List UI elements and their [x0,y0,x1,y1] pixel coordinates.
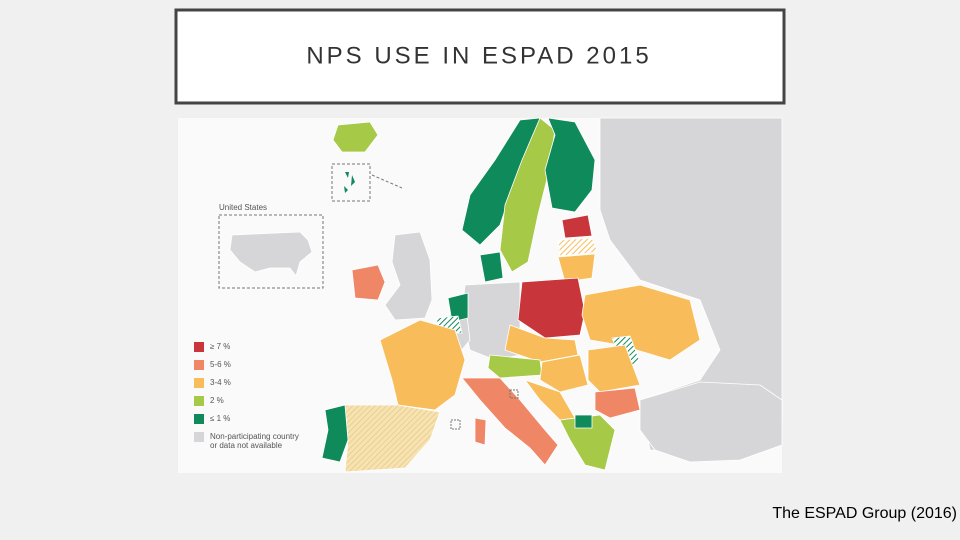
legend-label: 5-6 % [210,360,231,369]
legend-swatch [194,360,204,370]
legend-swatch [194,378,204,388]
faroe-islands [344,172,355,193]
legend-swatch [194,342,204,352]
us-inset [218,214,324,289]
map: United States ≥ 7 % 5-6 % 3-4 % 2 % ≤ 1 % Non… [178,117,783,473]
netherlands [447,292,469,323]
poland [517,277,586,339]
spain [339,404,441,473]
greece [559,414,616,471]
ireland [351,264,386,301]
finland [544,117,596,213]
title-box [174,8,786,105]
malta-inset [450,419,461,430]
inset-label: United States [219,203,267,212]
inset-pointer [371,174,403,189]
portugal [321,404,349,463]
denmark [479,251,504,283]
italy [461,377,559,466]
ukraine [581,284,701,361]
uk [384,231,433,321]
iceland [332,121,379,153]
legend-swatch [194,432,204,442]
caption: The ESPAD Group (2016) [772,505,957,522]
legend: ≥ 7 % 5-6 % 3-4 % 2 % ≤ 1 % Non-participating… [194,342,299,450]
lithuania [557,253,596,283]
legend-swatch [194,414,204,424]
legend-label: ≤ 1 % [210,414,230,423]
legend-label: ≥ 7 % [210,342,230,351]
legend-label: or data not available [210,441,283,450]
latvia [557,237,599,257]
turkey [639,381,783,463]
estonia [561,214,593,239]
slide-title: NPS USE IN ESPAD 2015 [306,42,651,69]
france [379,319,466,411]
romania [587,344,641,393]
austria [487,354,543,379]
faroe-inset [331,163,371,202]
legend-swatch [194,396,204,406]
liechtenstein-inset [509,389,519,399]
bulgaria [594,387,641,419]
legend-label: Non-participating country [210,432,299,441]
sardinia [474,417,487,446]
united-states [229,231,313,277]
hungary [539,354,589,393]
legend-label: 2 % [210,396,224,405]
legend-label: 3-4 % [210,378,231,387]
macedonia [574,414,593,429]
